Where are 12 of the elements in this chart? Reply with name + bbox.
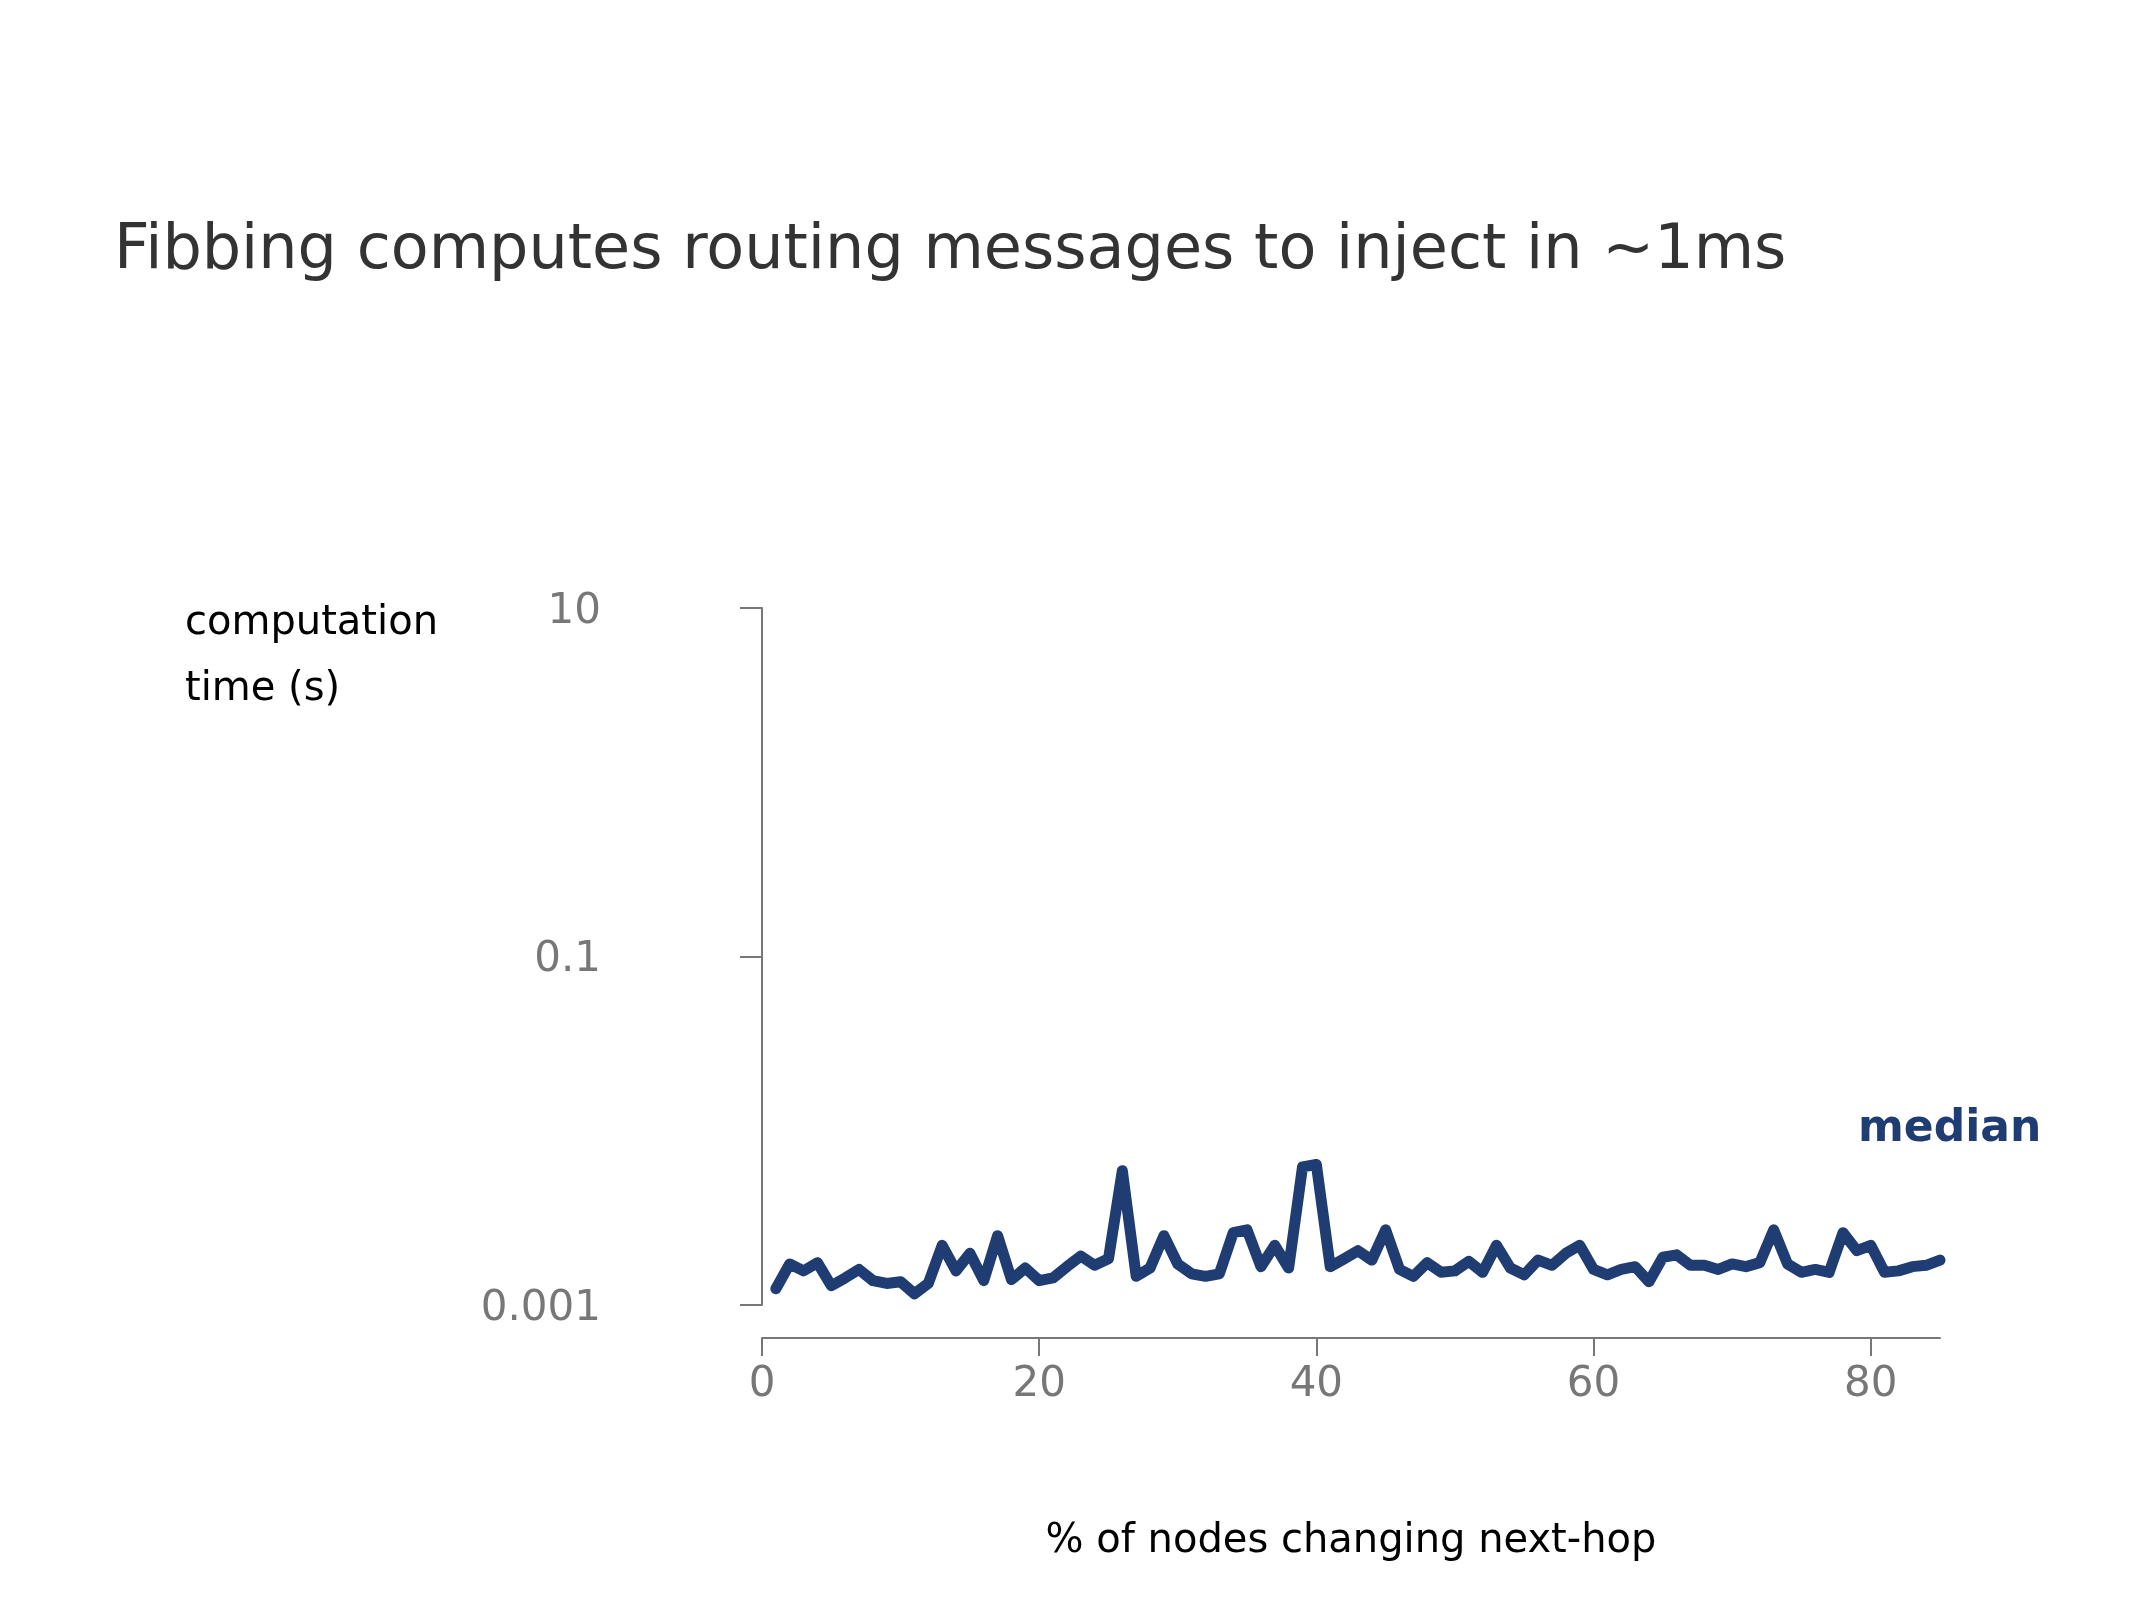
- x-axis-title: % of nodes changing next-hop: [1045, 1515, 1657, 1561]
- y-axis-title: computation time (s): [185, 597, 451, 709]
- x-tick-label: 0: [748, 1356, 776, 1406]
- y-tick-label: 10: [547, 583, 601, 633]
- series-label: median: [1858, 1099, 2042, 1151]
- x-tick-label: 60: [1566, 1356, 1621, 1406]
- chart-title: Fibbing computes routing messages to inject in ~1ms: [114, 209, 1787, 283]
- x-tick-label: 80: [1843, 1356, 1898, 1406]
- y-tick-label: 0.001: [480, 1280, 601, 1330]
- x-tick-label: 40: [1289, 1356, 1344, 1406]
- y-tick-label: 0.1: [534, 932, 601, 981]
- x-tick-label: 20: [1012, 1356, 1066, 1406]
